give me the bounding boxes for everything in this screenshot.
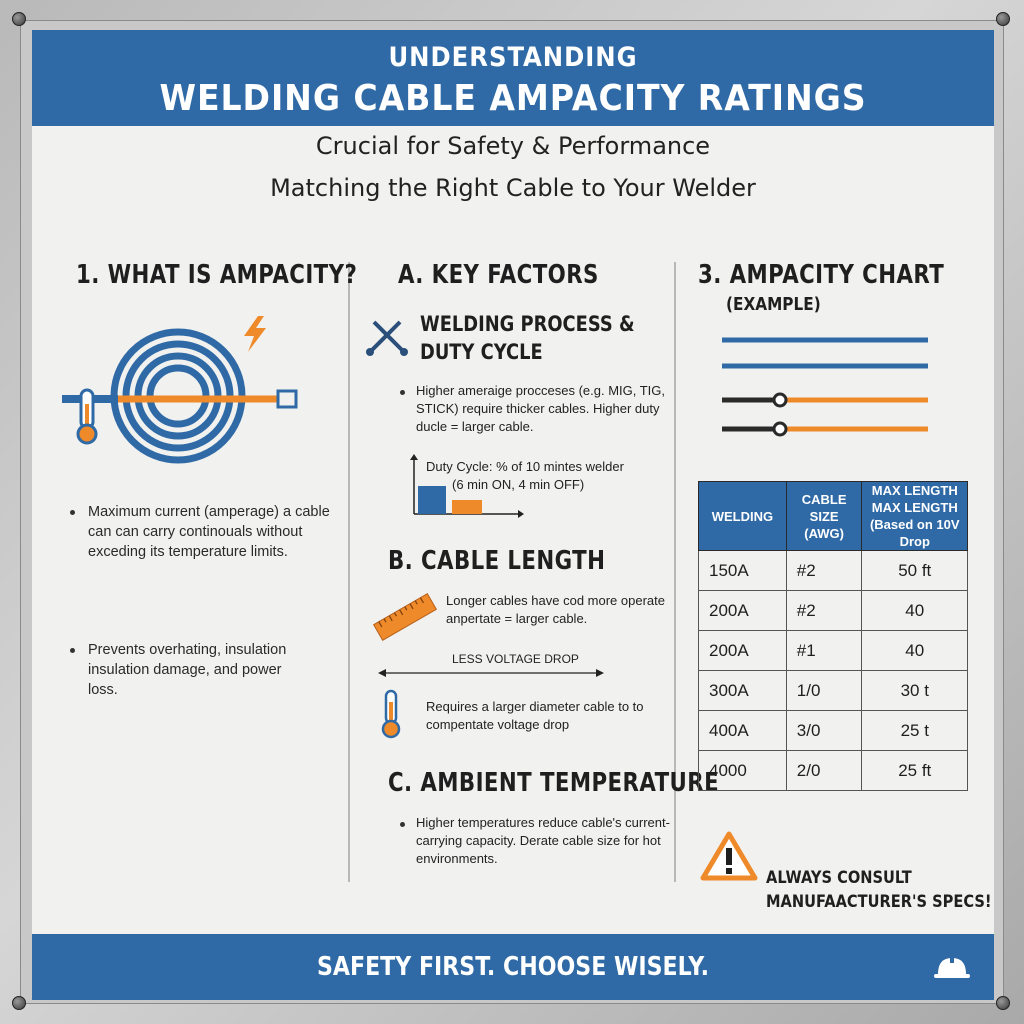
table-cell: 25 t [861, 710, 968, 751]
cable-lines-icon [722, 337, 928, 437]
table-row: 200A #1 40 [698, 630, 968, 671]
table-cell: 4000 [698, 750, 787, 791]
table-header-row: WELDING CABLE SIZE (AWG) MAX LENGTH MAX … [698, 481, 968, 551]
table-cell: 400A [698, 710, 787, 751]
bullet-dot [400, 822, 405, 827]
footer-banner: SAFETY FIRST. CHOOSE WISELY. [32, 934, 994, 1000]
duty-cycle-heading: DUTY CYCLE [420, 340, 543, 364]
warning-text: ALWAYS CONSULT MANUFAACTURER'S SPECS! [766, 866, 992, 914]
column-header-max-length: MAX LENGTH MAX LENGTH (Based on 10V Drop [861, 481, 968, 551]
table-row: 400A 3/0 25 t [698, 710, 968, 751]
diameter-text: Requires a larger diameter cable to to c… [426, 699, 644, 732]
table-cell: 40 [861, 630, 968, 671]
ruler-icon [372, 593, 438, 641]
table-cell: 300A [698, 670, 787, 711]
header-banner: UNDERSTANDING WELDING CABLE AMPACITY RAT… [32, 30, 994, 126]
column-divider [348, 262, 350, 882]
ampacity-definition: Maximum current (amperage) a cable can c… [88, 504, 330, 560]
welding-torch-icon [366, 320, 408, 356]
bolt-icon [244, 316, 266, 352]
hard-hat-icon [934, 955, 970, 978]
page-title: WELDING CABLE AMPACITY RATINGS [159, 78, 867, 119]
section-title-key-factors: A. KEY FACTORS [398, 260, 599, 290]
welding-process-heading: WELDING PROCESS & [420, 312, 635, 336]
table-row: 200A #2 40 [698, 590, 968, 631]
subtitle-1: Crucial for Safety & Performance [315, 132, 711, 160]
column-divider [674, 262, 676, 882]
table-cell: 25 ft [861, 750, 968, 791]
double-arrow-icon [378, 669, 604, 677]
temperature-description: Higher temperatures reduce cable's curre… [416, 815, 670, 866]
section-title-cable-length: B. CABLE LENGTH [388, 546, 606, 576]
column-header-cable-size: CABLE SIZE (AWG) [785, 481, 863, 551]
bullet-dot [70, 648, 75, 653]
table-row: 300A 1/0 30 t [698, 670, 968, 711]
thermometer-icon [76, 388, 98, 445]
process-description: Higher ameraige procceses (e.g. MIG, TIG… [416, 383, 666, 434]
thermometer-icon [381, 689, 401, 739]
bullet-dot [70, 510, 75, 515]
duty-cycle-example: (6 min ON, 4 min OFF) [452, 477, 585, 492]
table-cell: 40 [861, 590, 968, 631]
cable-length-text: Longer cables have cod more operate anpe… [446, 593, 665, 626]
table-cell: #2 [785, 550, 863, 591]
section-title-ambient-temperature: C. AMBIENT TEMPERATURE [388, 768, 720, 798]
warning-line-2: MANUFAACTURER'S SPECS! [766, 892, 992, 912]
warning-line-1: ALWAYS CONSULT [766, 868, 912, 888]
table-row: 4000 2/0 25 ft [698, 750, 968, 791]
warning-icon [700, 831, 758, 881]
header-pre-title: UNDERSTANDING [388, 42, 638, 73]
voltage-drop-label: LESS VOLTAGE DROP [452, 652, 579, 666]
screw-icon [12, 996, 26, 1010]
footer-slogan: SAFETY FIRST. CHOOSE WISELY. [316, 952, 710, 982]
screw-icon [12, 12, 26, 26]
section-title-ampacity-chart: 3. AMPACITY CHART [698, 260, 945, 290]
duty-cycle-note: Duty Cycle: % of 10 mintes welder [426, 459, 624, 474]
ampacity-benefit: Prevents overhating, insulation insulati… [88, 642, 287, 698]
table-cell: 200A [698, 590, 787, 631]
column-header-welding: WELDING [698, 481, 787, 551]
bullet-dot [400, 390, 405, 395]
poster: UNDERSTANDING WELDING CABLE AMPACITY RAT… [32, 30, 994, 1000]
subtitle-2: Matching the Right Cable to Your Welder [270, 174, 756, 202]
table-cell: 200A [698, 630, 787, 671]
table-cell: 3/0 [785, 710, 863, 751]
cable-coil-icon [62, 328, 298, 464]
table-cell: #1 [785, 630, 863, 671]
table-cell: #2 [785, 590, 863, 631]
screw-icon [996, 12, 1010, 26]
section-title-what-is-ampacity: 1. WHAT IS AMPACITY? [76, 260, 358, 290]
table-cell: 2/0 [785, 750, 863, 791]
duty-cycle-chart [410, 454, 524, 518]
table-cell: 30 t [861, 670, 968, 711]
table-row: 150A #2 50 ft [698, 550, 968, 591]
ampacity-table: WELDING CABLE SIZE (AWG) MAX LENGTH MAX … [698, 481, 968, 791]
table-cell: 1/0 [785, 670, 863, 711]
table-cell: 150A [698, 550, 787, 591]
chart-subtitle: (EXAMPLE) [726, 294, 821, 315]
screw-icon [996, 996, 1010, 1010]
table-cell: 50 ft [861, 550, 968, 591]
